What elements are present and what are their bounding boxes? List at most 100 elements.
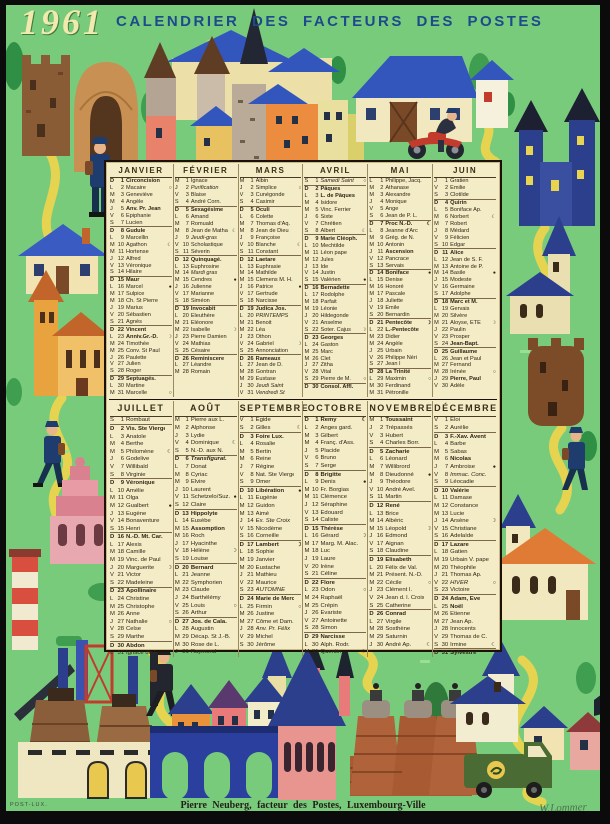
calendar-day: L 25 Firmin ○	[239, 603, 302, 610]
calendar-day: L 8 Jeanne d'Arc	[369, 227, 418, 234]
calendar-day: V 15 Nicodème	[239, 525, 283, 532]
calendar-day: M 14 Mathilde	[239, 270, 277, 277]
calendar-day: S 4 Casimir	[239, 199, 275, 206]
calendar-day: M 27 Fernand	[434, 362, 471, 369]
calendar-day: V 10 André Avel.	[369, 486, 416, 493]
calendar-day: M 6 Reine	[239, 456, 272, 463]
calendar-day: V 11 Schetzelo/Suz. ●	[174, 494, 237, 501]
calendar-day: L 28 Augustin	[174, 626, 214, 633]
calendar-day: L 18 Gatien	[434, 549, 468, 556]
calendar-day: V 24 Mathias	[174, 340, 211, 347]
calendar-day: L 6 Colette	[239, 214, 274, 221]
calendar-day: D 31 Sylvestre	[434, 648, 496, 657]
calendar-day: V 9 Félicien	[434, 234, 470, 241]
calendar-day: V 18 Hélène ☽	[174, 548, 237, 555]
calendar-day: S 26 Arthur	[174, 610, 207, 617]
calendar-day: M 28 Romain	[174, 369, 211, 376]
calendar-day: J 19 Marius	[110, 305, 143, 312]
calendar-day: D 12 Laetare	[239, 255, 302, 263]
calendar-day: M 14 Albéric	[369, 518, 404, 525]
calendar-day: V 4 Dominique ☾	[174, 440, 237, 447]
calendar-day: S 23 AUTOMNE	[239, 587, 286, 594]
calendar-day: S 6 Jean de P. L.	[369, 213, 418, 220]
calendar-day: J 24 Barthélémy	[174, 595, 221, 602]
calendar-day: M 18 Ch. St Pierre	[110, 298, 159, 305]
calendar-day: S 2 Gilles ☾	[239, 424, 302, 431]
calendar-day: J 12 Alfred	[110, 255, 141, 262]
footer-caption: Pierre Neuberg, facteur des Postes, Luxe…	[180, 800, 426, 811]
calendar-day: M 29 Saturnin	[369, 634, 408, 640]
calendar-day: D 30 Consol. Affl.	[304, 382, 367, 391]
calendar-day: M 23 Didier	[369, 333, 400, 340]
tree-icons	[6, 42, 597, 734]
calendar-day: V 24 Jean d. l. Croix	[369, 595, 425, 602]
calendar-day: S 7 Serge	[304, 462, 337, 469]
calendar-day: L 4 Barbe	[434, 441, 466, 448]
calendar-day: J 15 Modeste	[434, 277, 472, 284]
month-header: MAI	[369, 164, 432, 178]
calendar-day: M 8 Dieudonné ●	[369, 471, 432, 478]
calendar-day: V 21 Anselme	[304, 319, 343, 326]
calendar-day: M 5 Vinc. Ferrier	[304, 207, 351, 214]
calendar-day: V 22 Maurice	[239, 579, 277, 586]
calendar-day: L 25 Noël	[434, 603, 463, 610]
calendar-day: M 7 Romuald	[174, 220, 214, 227]
calendar-day: D 21 Pentecôte ☽	[369, 318, 432, 326]
calendar-day: L 29 Maximin ○	[369, 376, 432, 383]
calendar-day: L 13 Euphrasie	[239, 263, 281, 270]
calendar-day: L 15 Denise	[369, 277, 403, 284]
calendar-day: D 20 Bernard	[174, 562, 237, 572]
calendar-day: M 21 Benoit	[239, 319, 272, 326]
calendar-day: V 29 Thomas de C.	[434, 634, 488, 640]
calendar-day: M 18 Camille	[110, 549, 146, 556]
calendar-day: J 3 Lydie	[174, 432, 205, 439]
month-header: OCTOBRE	[304, 401, 367, 417]
calendar-day: V 31 Vendredi St	[239, 390, 285, 397]
calendar-day: D 8 Gudule	[110, 226, 172, 234]
calendar-day: V 22 HIVER ○	[434, 579, 496, 586]
calendar-day: D 26 Rameaux	[239, 354, 302, 362]
calendar-day: M 18 Parfait	[304, 299, 337, 306]
calendar-day: S 14 Caliste	[304, 517, 339, 524]
calendar-day: S 25 Catherine	[369, 602, 411, 609]
calendar-day: M 18 Luc	[304, 548, 330, 555]
calendar-day: J 28 Anv. Pr. Félix	[239, 626, 291, 633]
calendar-day: D 19 Invocabit	[174, 304, 237, 313]
calendar-day: V 17 Aignan	[369, 540, 404, 547]
calendar-day: M 2 Alphonse	[174, 424, 216, 431]
postman-figure-4	[146, 649, 177, 716]
calendar-day: S 28 Simon	[304, 625, 338, 632]
calendar-day: V 7 Chrétien	[304, 220, 342, 227]
postal-van-illustration	[464, 742, 552, 798]
calendar-day: J 23 Clément I.	[369, 587, 413, 594]
calendar-day: J 22 Paulin	[434, 326, 466, 333]
calendar-day: S 24 Jean-Bapt.	[434, 340, 479, 347]
calendar-day: S 30 Jérôme	[239, 641, 276, 648]
calendar-day: J 7 Ambroise ●	[434, 463, 496, 470]
calendar-day: L 2 Macaire ○	[110, 185, 172, 192]
month-header: JUILLET	[110, 401, 172, 417]
calendar-day: S 28 Roger	[110, 368, 142, 375]
calendar-day: J 2 Trépassés	[369, 424, 413, 431]
month-header: MARS	[239, 164, 302, 178]
calendar-day: J 9 Jeudi-gras	[174, 234, 217, 241]
calendar-day: L 17 Rodolphe	[304, 292, 345, 299]
calendar-day: D 22 Vincent	[110, 325, 172, 333]
calendar-day: M 21 Eléonore	[174, 319, 214, 326]
calendar-day: J 12 Séraphine	[304, 501, 348, 508]
calendar-day: M 8 Jean de Dieu	[239, 227, 289, 234]
calendar-day: D 29 Septuagés.	[110, 374, 172, 383]
calendar-day: M 6 Nicolas	[434, 456, 472, 463]
calendar-day: M 22 Léa	[239, 326, 265, 333]
month-janvier: JANVIER D 1 Circoncision L 2 Macaire ○ M 3 Geneviè…	[109, 164, 173, 397]
calendar-day: M 5 Bertin	[239, 448, 272, 455]
calendar-day: S 9 Omer	[239, 479, 271, 486]
calendar-day: D 9 Marie Cléoph.	[304, 234, 367, 242]
artist-signature: W.Lommer	[539, 801, 587, 815]
calendar-day: J 9 Théodore	[369, 479, 411, 486]
calendar-day: S 12 Claire	[174, 501, 207, 508]
striped-tower-illustration	[9, 549, 41, 650]
calendar-day: M 12 Gualbert ●	[110, 502, 172, 509]
calendar-day: D 19 Elisabeth	[369, 555, 432, 564]
calendar-day: D 13 Hippolyte	[174, 508, 237, 518]
